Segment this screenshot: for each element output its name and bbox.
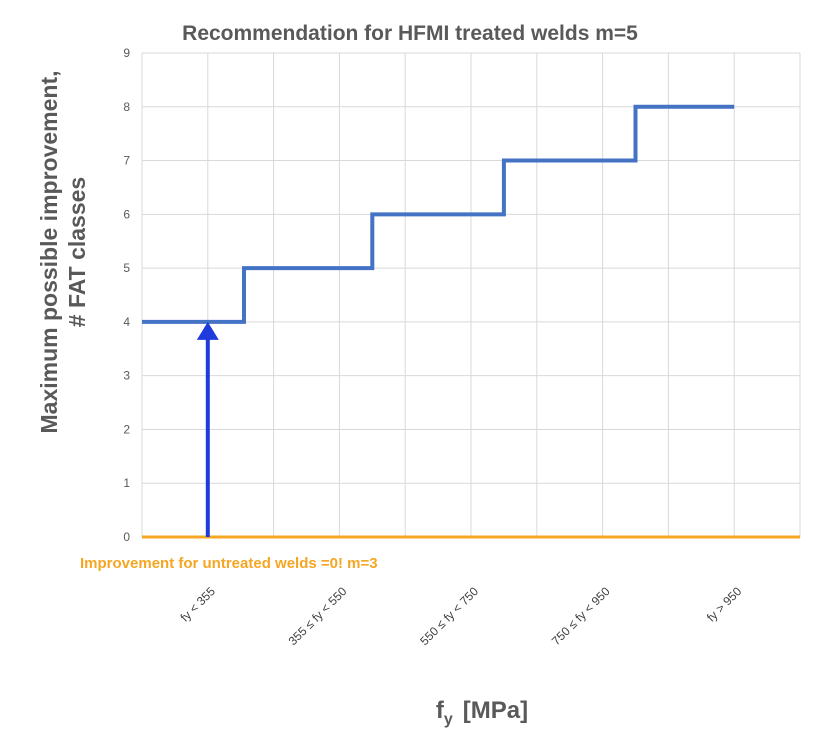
category-label: 355 ≤ fy < 550: [286, 584, 350, 648]
y-axis-label: Maximum possible improvement, # FAT clas…: [36, 71, 90, 434]
category-label: 550 ≤ fy < 750: [417, 584, 481, 648]
y-tick-label: 1: [123, 476, 130, 490]
y-tick-labels: 0 1 2 3 4 5 6 7 8 9: [123, 46, 130, 544]
category-labels: fy < 355 355 ≤ fy < 550 550 ≤ fy < 750 750 …: [178, 584, 745, 648]
series-layer: [142, 104, 800, 539]
category-label: 750 ≤ fy < 950: [549, 584, 613, 648]
x-axis-label-sub: y: [444, 711, 453, 728]
y-axis-label-line2: # FAT classes: [64, 177, 90, 327]
y-tick-label: 7: [123, 154, 130, 168]
y-tick-label: 5: [123, 261, 130, 275]
y-tick-label: 6: [123, 207, 130, 221]
y-tick-label: 0: [123, 530, 130, 544]
category-label: fy > 950: [704, 584, 745, 625]
y-tick-label: 2: [123, 422, 130, 436]
y-tick-label: 4: [123, 315, 130, 329]
y-axis-label-line1: Maximum possible improvement,: [36, 71, 62, 434]
untreated-annotation: Improvement for untreated welds =0! m=3: [80, 555, 378, 572]
x-axis-label-main: f: [436, 697, 445, 724]
hfmi-step-line: [142, 104, 735, 324]
y-tick-label: 3: [123, 369, 130, 383]
x-axis-label-unit: [MPa]: [463, 697, 528, 724]
y-tick-label: 8: [123, 100, 130, 114]
x-axis-label: fy [MPa]: [436, 697, 528, 728]
chart-title: Recommendation for HFMI treated welds m=…: [182, 22, 638, 45]
category-label: fy < 355: [178, 584, 219, 625]
y-tick-label: 9: [123, 46, 130, 60]
improvement-arrow-head: [196, 321, 219, 340]
grid: [141, 52, 801, 538]
